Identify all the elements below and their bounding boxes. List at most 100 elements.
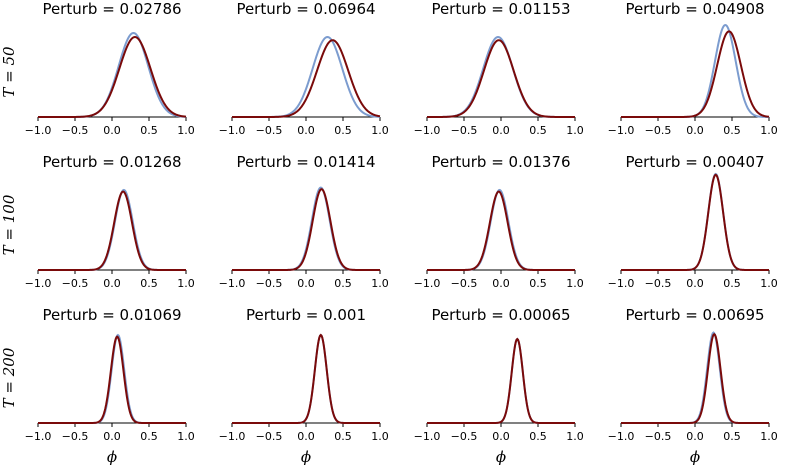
series-blue-curve (232, 35, 381, 118)
x-tick-label: −1.0 (219, 277, 246, 290)
row-labels: T = 50 T = 100 T = 200 (0, 46, 18, 408)
x-tick-label: 0.0 (686, 124, 704, 137)
x-tick-label: −1.0 (414, 430, 441, 443)
x-tick-label: 1.0 (177, 430, 195, 443)
x-tick-label: 1.0 (760, 277, 778, 290)
panel-title: Perturb = 0.01069 (42, 306, 181, 324)
series-blue-curve (621, 23, 770, 118)
series-blue-curve (232, 186, 380, 271)
x-tick-label: −1.0 (608, 277, 635, 290)
x-axis-label: ϕ (690, 448, 700, 466)
panel-1-2: Perturb = 0.06964 −1.0 −0.5 0.0 0.5 1.0 (219, 0, 389, 137)
x-tick-label: 0.5 (140, 277, 158, 290)
series-red-curve (427, 39, 575, 118)
x-tick-label: 0.0 (492, 124, 510, 137)
x-tick-label: 1.0 (371, 124, 389, 137)
x-tick-label: 0.5 (529, 430, 547, 443)
x-tick-label: −1.0 (219, 430, 246, 443)
x-tick-label: 0.5 (723, 430, 741, 443)
x-tick-label: −1.0 (25, 277, 52, 290)
x-tick-label: 0.0 (103, 430, 121, 443)
row-label: T = 200 (0, 347, 18, 408)
panel-title: Perturb = 0.01153 (431, 0, 570, 18)
panel-3-2: Perturb = 0.001 −1.0 −0.5 0.0 0.5 1.0 (219, 306, 389, 443)
panel-title: Perturb = 0.04908 (625, 0, 764, 18)
series-red-curve (621, 173, 769, 271)
series-blue-curve (232, 333, 380, 424)
series-red-curve (38, 190, 186, 271)
panel-1-1: Perturb = 0.02786 −1.0 −0.5 0.0 0.5 1.0 (25, 0, 195, 137)
series-red-curve (38, 335, 186, 424)
panel-title: Perturb = 0.00065 (431, 306, 570, 324)
x-tick-label: 0.0 (297, 277, 315, 290)
x-tick-label: −1.0 (608, 430, 635, 443)
row-label: T = 100 (0, 194, 18, 255)
x-tick-label: −0.5 (62, 124, 89, 137)
x-tick-label: 0.5 (334, 124, 352, 137)
panel-1-4: Perturb = 0.04908 −1.0 −0.5 0.0 0.5 1.0 (608, 0, 778, 137)
x-tick-label: 1.0 (177, 277, 195, 290)
series-red-curve (232, 39, 381, 118)
series-red-curve (232, 333, 380, 424)
x-tick-label: −0.5 (451, 124, 478, 137)
x-tick-label: 0.0 (492, 277, 510, 290)
panel-title: Perturb = 0.01376 (431, 153, 570, 171)
x-tick-label: −0.5 (256, 277, 283, 290)
x-tick-label: −1.0 (608, 124, 635, 137)
panel-title: Perturb = 0.02786 (42, 0, 181, 18)
series-blue-curve (621, 331, 769, 424)
x-tick-label: −1.0 (25, 430, 52, 443)
x-tick-label: −0.5 (645, 430, 672, 443)
x-tick-label: 0.0 (103, 277, 121, 290)
series-blue-curve (427, 35, 575, 118)
panel-2-1: Perturb = 0.01268 −1.0 −0.5 0.0 0.5 1.0 (25, 153, 195, 290)
x-tick-label: −0.5 (645, 124, 672, 137)
panel-title: Perturb = 0.00695 (625, 306, 764, 324)
panel-3-4: Perturb = 0.00695 −1.0 −0.5 0.0 0.5 1.0 (608, 306, 778, 443)
x-tick-label: 1.0 (566, 124, 584, 137)
x-tick-label: 0.5 (723, 124, 741, 137)
panel-2-3: Perturb = 0.01376 −1.0 −0.5 0.0 0.5 1.0 (414, 153, 584, 290)
x-tick-label: 1.0 (566, 430, 584, 443)
x-tick-label: 1.0 (760, 124, 778, 137)
x-tick-label: 0.0 (492, 430, 510, 443)
series-red-curve (38, 35, 187, 118)
x-axis-label: ϕ (496, 448, 506, 466)
x-tick-label: 1.0 (177, 124, 195, 137)
panel-3-3: Perturb = 0.00065 −1.0 −0.5 0.0 0.5 1.0 (414, 306, 584, 443)
x-tick-label: 0.5 (529, 124, 547, 137)
x-tick-label: 0.0 (686, 430, 704, 443)
panels: Perturb = 0.02786−1.0 −0.5 0.0 0.5 1.0Pertur… (25, 0, 778, 443)
series-red-curve (427, 190, 575, 271)
panel-1-3: Perturb = 0.01153 −1.0 −0.5 0.0 0.5 1.0 (414, 0, 584, 137)
panel-2-4: Perturb = 0.00407 −1.0 −0.5 0.0 0.5 1.0 (608, 153, 778, 290)
x-tick-label: −0.5 (451, 430, 478, 443)
x-tick-label: 0.0 (103, 124, 121, 137)
x-tick-label: 1.0 (566, 277, 584, 290)
panel-2-2: Perturb = 0.01414 −1.0 −0.5 0.0 0.5 1.0 (219, 153, 389, 290)
x-tick-label: −0.5 (256, 124, 283, 137)
series-blue-curve (427, 188, 575, 271)
series-blue-curve (38, 333, 186, 424)
x-tick-label: 0.0 (297, 124, 315, 137)
panel-title: Perturb = 0.01414 (236, 153, 375, 171)
x-tick-label: −0.5 (645, 277, 672, 290)
x-tick-label: 1.0 (371, 277, 389, 290)
series-red-curve (621, 332, 769, 424)
x-tick-label: 0.0 (686, 277, 704, 290)
row-label: T = 50 (0, 46, 18, 98)
panel-3-1: Perturb = 0.01069 −1.0 −0.5 0.0 0.5 1.0 (25, 306, 195, 443)
x-tick-label: 0.5 (334, 430, 352, 443)
panel-title: Perturb = 0.01268 (42, 153, 181, 171)
panel-title: Perturb = 0.00407 (625, 153, 764, 171)
x-tick-label: −1.0 (219, 124, 246, 137)
panel-title: Perturb = 0.06964 (236, 0, 375, 18)
x-tick-label: −0.5 (62, 277, 89, 290)
x-tick-label: −0.5 (62, 430, 89, 443)
x-axis-label: ϕ (301, 448, 311, 466)
series-red-curve (621, 30, 770, 118)
x-axis-label: ϕ (107, 448, 117, 466)
x-tick-label: 0.5 (140, 124, 158, 137)
